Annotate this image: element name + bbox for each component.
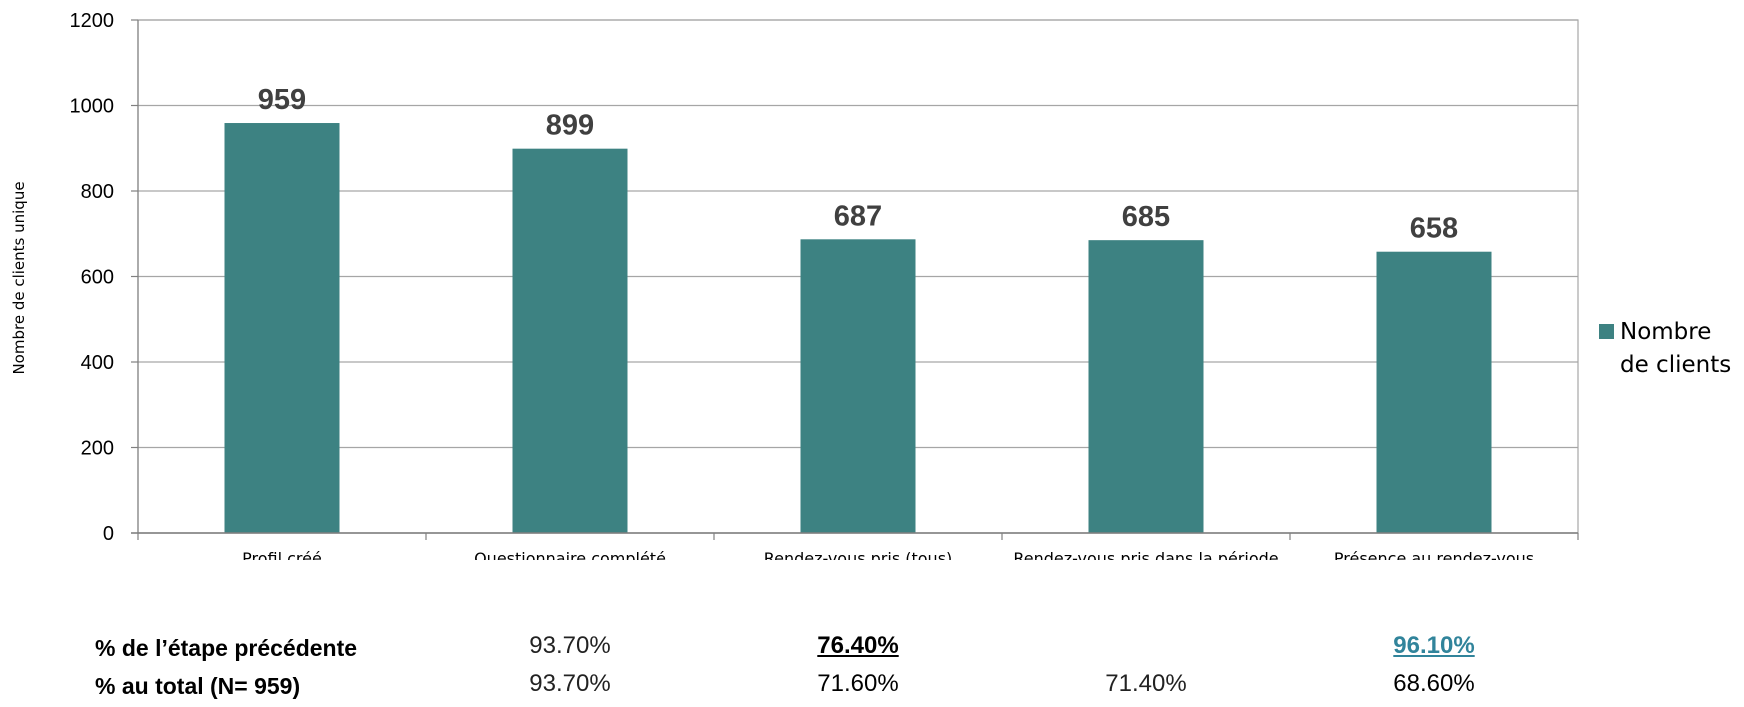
bar xyxy=(224,123,340,533)
x-category-label: Présence au rendez-vous xyxy=(1334,549,1534,560)
table-row: % de l’étape précédente 93.70% 76.40% 96.10… xyxy=(0,632,1744,666)
bar xyxy=(512,148,628,534)
row-label: % de l’étape précédente xyxy=(95,635,358,661)
percentage-cell: 71.60% xyxy=(817,670,899,697)
x-axis: Profil créé Questionnaire complété Rendez-… xyxy=(131,532,1579,560)
percentage-cell: 93.70% xyxy=(529,670,611,697)
legend-label: de clients xyxy=(1620,352,1731,378)
bar xyxy=(1376,251,1492,533)
bars: 959 899 687 685 658 xyxy=(224,84,1492,534)
table-row: % au total (N= 959) 93.70% 71.60% 71.40% 68.… xyxy=(0,670,1744,704)
percentage-cell: 71.40% xyxy=(1105,670,1187,697)
data-label: 685 xyxy=(1122,201,1170,233)
y-tick-label: 600 xyxy=(81,267,114,289)
x-category-label: Questionnaire complété xyxy=(474,549,666,560)
percentage-cell: 96.10% xyxy=(1393,632,1475,659)
y-tick-label: 400 xyxy=(81,352,114,374)
data-label: 687 xyxy=(834,200,882,232)
bar xyxy=(800,239,916,533)
bar xyxy=(1088,240,1204,533)
x-category-label: Rendez-vous pris dans la période xyxy=(1013,549,1278,560)
y-tick-label: 0 xyxy=(103,523,114,545)
data-label: 658 xyxy=(1410,213,1458,245)
legend-swatch xyxy=(1599,324,1614,339)
bar-chart: 0 200 400 600 800 1000 1200 959 899 687 685 658 Pr… xyxy=(10,10,1731,560)
x-category-label: Rendez-vous pris (tous) xyxy=(764,549,953,560)
row-label: % au total (N= 959) xyxy=(95,673,301,699)
percentage-cell: 76.40% xyxy=(817,632,899,659)
y-axis: 0 200 400 600 800 1000 1200 xyxy=(70,10,139,545)
y-axis-label: Nombre de clients unique xyxy=(10,181,28,374)
legend-label: Nombre xyxy=(1620,319,1711,345)
x-category-label: Profil créé xyxy=(242,549,322,560)
y-tick-label: 1000 xyxy=(70,96,115,118)
y-tick-label: 200 xyxy=(81,438,114,460)
legend: Nombre de clients xyxy=(1599,319,1731,378)
percentage-cell: 68.60% xyxy=(1393,670,1475,697)
data-label: 959 xyxy=(258,84,306,116)
y-tick-label: 800 xyxy=(81,181,114,203)
data-label: 899 xyxy=(546,110,594,142)
y-tick-label: 1200 xyxy=(70,10,115,32)
percentage-cell: 93.70% xyxy=(529,632,611,659)
